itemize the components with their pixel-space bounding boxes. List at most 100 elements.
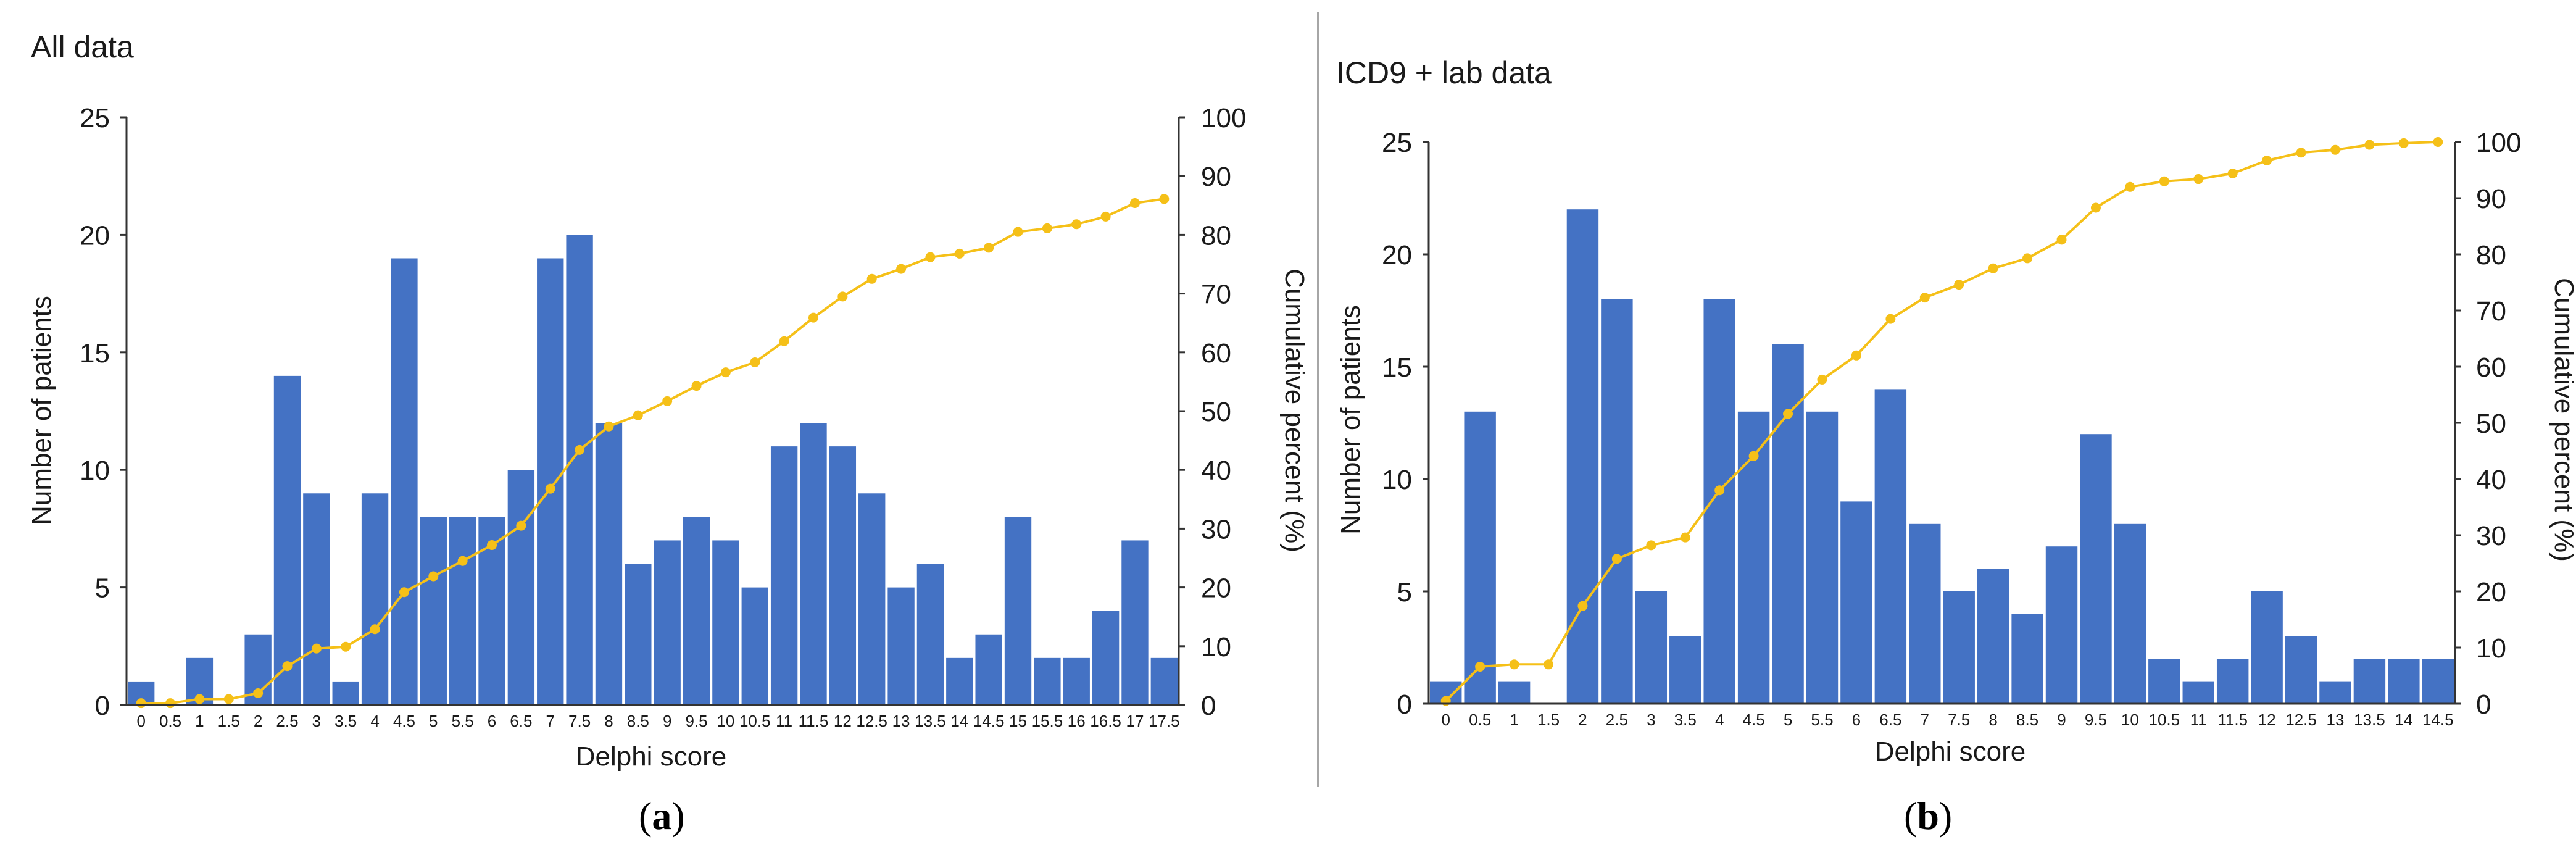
x-tick-label: 16: [1068, 712, 1086, 730]
cumulative-point: [2364, 140, 2375, 150]
y2-tick-label: 100: [1201, 103, 1246, 133]
x-tick-label: 2: [254, 712, 262, 730]
y2-axis-label: Cumulative percent (%): [1279, 269, 1310, 552]
x-tick-label: 14.5: [2422, 711, 2454, 729]
y2-tick-label: 70: [2476, 296, 2506, 327]
x-tick-label: 2.5: [276, 712, 298, 730]
y2-tick-label: 100: [2476, 128, 2521, 158]
bar: [2422, 659, 2454, 704]
cumulative-point: [2125, 181, 2135, 192]
cumulative-point: [1748, 451, 1759, 461]
bar: [1601, 299, 1633, 704]
x-tick-label: 11: [776, 712, 792, 730]
cumulative-point: [1100, 211, 1111, 222]
cumulative-point: [165, 698, 176, 709]
cumulative-point: [1783, 409, 1793, 419]
cumulative-line: [136, 194, 1170, 709]
bar: [1063, 657, 1090, 705]
y2-tick-label: 80: [1201, 220, 1231, 251]
x-tick-label: 2: [1578, 711, 1587, 729]
y-tick-label: 20: [80, 220, 110, 251]
bar: [2319, 681, 2351, 704]
bar: [1772, 344, 1804, 704]
bar: [332, 681, 359, 705]
bar: [770, 446, 798, 705]
cumulative-point: [2296, 148, 2306, 158]
sublabel-b: (b): [1904, 794, 1953, 838]
x-tick-label: 3.5: [1674, 711, 1697, 729]
bar: [1092, 611, 1120, 705]
cumulative-point: [253, 688, 264, 698]
bar: [2251, 591, 2283, 704]
bar: [391, 258, 418, 706]
right-axis-ticks: 0 10 20 30 40 50 60 70 80 90 100: [2455, 128, 2521, 720]
cumulative-point: [1817, 374, 1827, 385]
x-tick-label: 3: [312, 712, 321, 730]
bar: [916, 564, 944, 705]
cumulative-point: [1646, 540, 1656, 551]
x-tick-label: 10: [2121, 711, 2139, 729]
cumulative-point: [1714, 485, 1725, 496]
x-tick-label: 14: [2395, 711, 2412, 729]
x-tick-label: 0: [136, 712, 145, 730]
cumulative-point: [1919, 293, 1930, 303]
bar: [1464, 411, 1496, 704]
bar: [887, 587, 915, 705]
cumulative-point: [984, 243, 994, 253]
x-tick-label: 17: [1126, 712, 1144, 730]
y2-tick-label: 10: [2476, 633, 2506, 664]
bar: [1566, 209, 1599, 704]
cumulative-point: [2227, 168, 2238, 178]
bar: [2182, 681, 2214, 704]
bar: [1909, 523, 1941, 704]
y2-tick-label: 0: [1201, 691, 1216, 721]
cumulative-point: [2159, 176, 2169, 186]
cumulative-point: [1680, 532, 1690, 543]
cumulative-point: [662, 396, 673, 406]
x-tick-label: 0.5: [159, 712, 181, 730]
y-tick-label: 5: [1397, 577, 1412, 607]
bar: [1034, 657, 1061, 705]
x-tick-label: 11: [2190, 711, 2207, 729]
x-tick-label: 14.5: [973, 712, 1005, 730]
cumulative-point: [575, 444, 585, 455]
x-tick-label: 8: [1988, 711, 1997, 729]
bar: [595, 423, 623, 705]
bar: [537, 258, 564, 706]
x-tick-label: 2.5: [1606, 711, 1628, 729]
bar: [273, 375, 301, 705]
x-tick-label: 3: [1647, 711, 1655, 729]
cumulative-polyline: [141, 198, 1165, 705]
x-tick-label: 8.5: [627, 712, 649, 730]
bar: [2216, 659, 2249, 704]
cumulative-point: [2262, 156, 2272, 166]
bar: [420, 517, 447, 705]
x-tick-label: 6: [488, 712, 496, 730]
y-tick-label: 0: [1397, 690, 1412, 720]
sublabel-a: (a): [639, 794, 685, 838]
x-axis-ticks: 0 0.5 1 1.5 2 2.5 3 3.5 4 4.5 5 5.5 6 6.5 7 7.5 8 8.5 9 9.5…: [1441, 711, 2453, 729]
cumulative-point: [399, 587, 409, 598]
bar: [2045, 546, 2078, 704]
y2-tick-label: 20: [2476, 577, 2506, 607]
y-tick-label: 25: [80, 103, 110, 133]
y2-tick-label: 50: [1201, 397, 1231, 427]
y2-tick-label: 60: [1201, 338, 1231, 369]
bar: [1977, 569, 2009, 704]
cumulative-point: [2433, 137, 2443, 147]
bar: [1943, 591, 1975, 704]
x-tick-label: 11.5: [799, 712, 829, 730]
bar: [2080, 434, 2112, 704]
y2-tick-label: 90: [1201, 162, 1231, 192]
bar: [800, 423, 827, 705]
bar: [1806, 411, 1839, 704]
cumulative-point: [1129, 198, 1140, 208]
x-tick-label: 11.5: [2217, 711, 2248, 729]
bar: [829, 446, 857, 705]
x-tick-label: 1: [195, 712, 204, 730]
bar: [361, 493, 389, 705]
cumulative-point: [1544, 659, 1554, 670]
cumulative-point: [1885, 314, 1896, 324]
cumulative-point: [457, 556, 468, 566]
